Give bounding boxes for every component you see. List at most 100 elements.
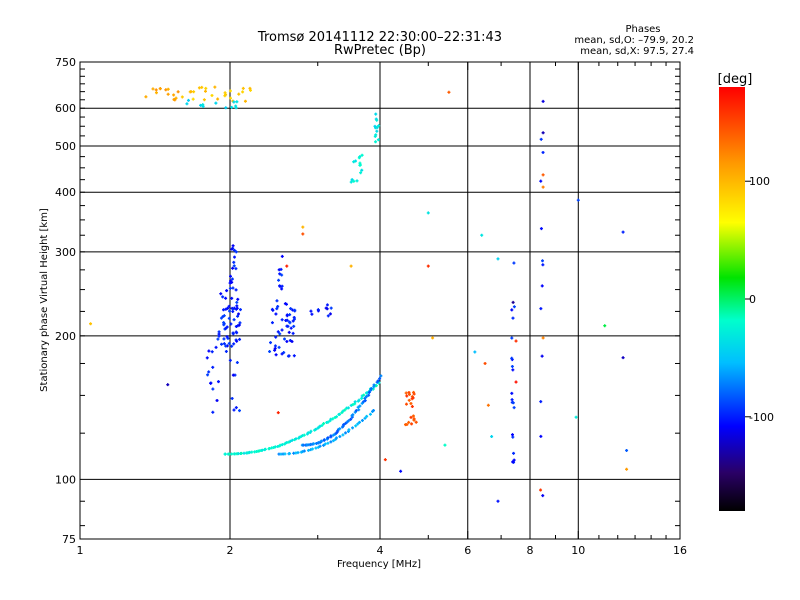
data-point xyxy=(89,322,93,326)
data-point xyxy=(231,373,235,377)
data-point xyxy=(354,409,358,413)
data-point xyxy=(367,393,371,397)
data-point xyxy=(227,316,231,320)
data-point xyxy=(512,451,516,455)
data-point xyxy=(399,469,403,473)
data-point xyxy=(361,400,365,404)
data-point xyxy=(227,309,231,313)
colorbar-label: [deg] xyxy=(718,72,753,87)
data-point xyxy=(496,499,500,503)
data-point xyxy=(192,90,196,94)
x-tick-label: 16 xyxy=(673,544,687,557)
data-point xyxy=(227,341,231,345)
data-point xyxy=(375,126,379,130)
data-point xyxy=(275,307,279,311)
data-point xyxy=(166,383,170,387)
data-point xyxy=(207,370,211,374)
data-point xyxy=(222,321,226,325)
data-point xyxy=(323,442,327,446)
data-point xyxy=(230,344,234,348)
data-point xyxy=(290,438,294,442)
data-point xyxy=(288,439,292,443)
data-point xyxy=(230,452,234,456)
data-point xyxy=(229,96,233,100)
data-point xyxy=(223,452,227,456)
colorbar-tick-label: 0 xyxy=(749,293,756,306)
data-point xyxy=(144,95,148,99)
data-point xyxy=(412,417,416,421)
data-point xyxy=(232,260,236,264)
data-point xyxy=(510,398,514,402)
data-point xyxy=(539,179,543,183)
data-point xyxy=(211,387,215,391)
data-point xyxy=(296,451,300,455)
data-point xyxy=(312,442,316,446)
data-point xyxy=(172,93,176,97)
data-point xyxy=(350,178,354,182)
data-point xyxy=(273,445,277,449)
data-point xyxy=(362,393,366,397)
data-point xyxy=(514,380,518,384)
data-point xyxy=(209,381,213,385)
data-point xyxy=(201,103,205,107)
data-point xyxy=(383,458,387,462)
data-point xyxy=(226,336,230,340)
data-point xyxy=(320,423,324,427)
data-point xyxy=(238,308,242,312)
data-point xyxy=(412,392,416,396)
data-point xyxy=(334,436,338,440)
data-point xyxy=(235,339,239,343)
y-tick-label: 400 xyxy=(55,186,76,199)
data-point xyxy=(279,267,283,271)
data-point xyxy=(352,160,356,164)
data-point xyxy=(358,163,362,167)
data-point xyxy=(213,85,217,89)
data-point xyxy=(215,399,219,403)
data-point xyxy=(539,488,543,492)
data-point xyxy=(326,436,330,440)
data-point xyxy=(342,423,346,427)
data-point xyxy=(407,390,411,394)
data-point xyxy=(235,300,239,304)
data-point xyxy=(229,322,233,326)
data-point xyxy=(288,313,292,317)
data-point xyxy=(539,227,543,231)
data-point xyxy=(539,434,543,438)
data-point xyxy=(224,349,228,353)
data-point xyxy=(219,292,223,296)
data-point xyxy=(241,86,245,90)
data-point xyxy=(289,326,293,330)
data-point xyxy=(301,225,305,229)
data-point xyxy=(410,422,414,426)
data-point xyxy=(322,422,326,426)
stats-heading: Phases xyxy=(625,24,660,35)
data-point xyxy=(158,87,162,91)
data-point xyxy=(510,336,514,340)
data-point xyxy=(309,448,313,452)
data-point xyxy=(541,99,545,103)
data-point xyxy=(233,255,237,259)
data-point xyxy=(216,380,220,384)
data-point xyxy=(338,412,342,416)
data-point xyxy=(292,354,296,358)
data-point xyxy=(238,337,242,341)
grid-lines xyxy=(80,62,680,539)
colorbar-tick-label: -100 xyxy=(749,411,774,424)
data-point xyxy=(316,445,320,449)
data-point xyxy=(230,396,234,400)
data-point xyxy=(273,344,277,348)
y-tick-label: 500 xyxy=(55,140,76,153)
data-point xyxy=(314,427,318,431)
data-point xyxy=(203,89,207,93)
data-point xyxy=(443,443,447,447)
data-point xyxy=(403,423,407,427)
data-point xyxy=(211,365,215,369)
data-point xyxy=(322,443,326,447)
colorbar-ticks: 100 0 -100 xyxy=(745,175,774,424)
colorbar xyxy=(719,87,745,511)
data-point xyxy=(358,420,362,424)
data-point xyxy=(288,321,292,325)
data-point xyxy=(224,93,228,97)
x-tick-label: 6 xyxy=(464,544,471,557)
data-point xyxy=(239,451,243,455)
